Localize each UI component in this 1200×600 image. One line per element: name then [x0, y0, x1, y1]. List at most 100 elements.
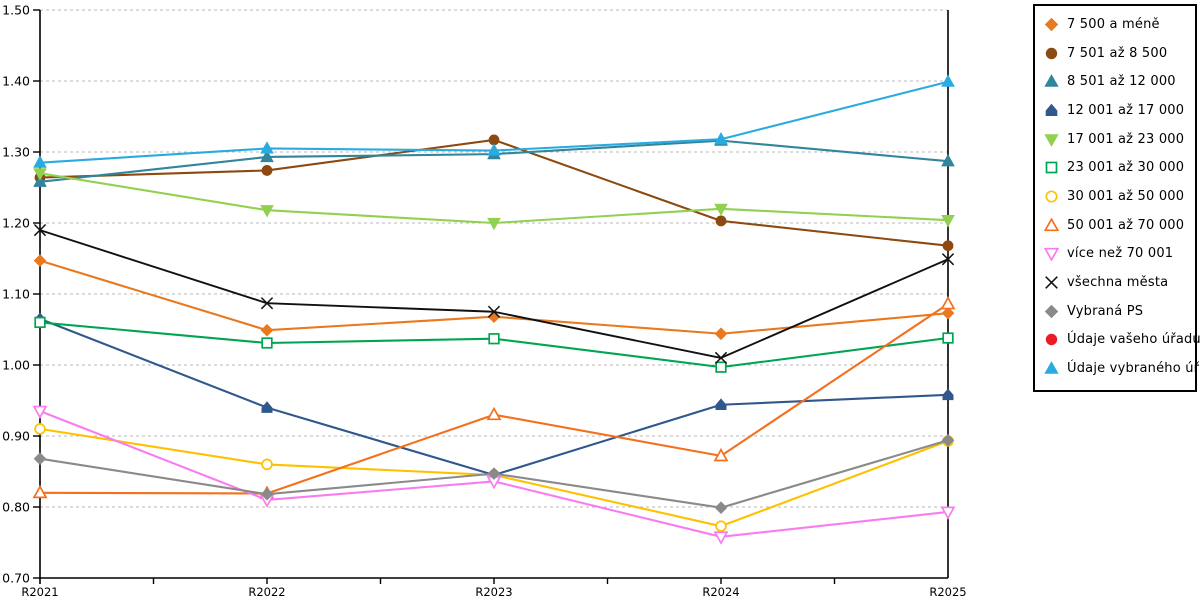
legend-label: více než 70 001	[1067, 246, 1174, 262]
x-cross-marker	[260, 297, 274, 310]
diamond-marker	[487, 467, 501, 480]
square-marker	[488, 333, 500, 345]
triangle-down-marker	[487, 217, 501, 231]
triangle-up-marker	[714, 131, 728, 145]
legend-item: 23 001 až 30 000	[1044, 153, 1195, 182]
triangle-up-glyph	[1044, 74, 1059, 88]
triangle-up-glyph	[1044, 361, 1059, 374]
diamond-marker	[33, 254, 47, 267]
legend-item: všechna města	[1044, 268, 1195, 297]
triangle-up-marker	[940, 295, 956, 310]
legend-item: 50 001 až 70 000	[1044, 211, 1195, 240]
circle-legend-icon	[1045, 334, 1058, 346]
triangle-up-marker	[32, 484, 48, 499]
triangle-up-marker	[941, 154, 955, 167]
legend-box: 7 500 a méně 7 501 až 8 500 8 501 až 12 00…	[1033, 4, 1200, 392]
triangle-up-marker	[486, 406, 502, 421]
diamond-glyph	[1044, 17, 1059, 32]
circle-glyph	[1045, 190, 1058, 203]
diamond-marker	[260, 323, 274, 337]
triangle-down-marker	[713, 531, 729, 545]
triangle-up-legend-icon	[1044, 217, 1059, 231]
x-cross-marker	[941, 253, 955, 266]
circle-marker	[715, 215, 727, 227]
x-tick-label: R2023	[475, 585, 512, 599]
y-tick-label: 0.70	[2, 571, 30, 586]
pentagon-glyph	[1045, 103, 1058, 116]
triangle-up-legend-icon	[1044, 361, 1059, 374]
triangle-up-marker	[260, 149, 274, 163]
diamond-legend-icon	[1044, 17, 1059, 32]
square-marker	[942, 332, 954, 344]
circle-glyph	[1045, 47, 1058, 59]
series-line	[39, 321, 949, 369]
triangle-down-marker	[260, 205, 274, 218]
legend-label: všechna města	[1067, 275, 1169, 291]
legend-label: Údaje vašeho úřadu	[1067, 332, 1200, 348]
pentagon-legend-icon	[1045, 103, 1058, 116]
triangle-up-marker	[33, 174, 47, 187]
y-tick-label: 1.40	[2, 74, 30, 89]
legend-label: 12 001 až 17 000	[1067, 102, 1185, 118]
x-tick-label: R2021	[21, 585, 58, 599]
y-tick-label: 1.30	[2, 145, 30, 160]
pentagon-marker	[942, 388, 954, 401]
legend-label: 17 001 až 23 000	[1067, 131, 1185, 147]
circle-marker	[34, 423, 46, 435]
x-tick-label: R2024	[702, 585, 739, 599]
legend-item: více než 70 001	[1044, 240, 1195, 269]
triangle-up-marker	[941, 74, 955, 87]
triangle-down-glyph	[1044, 133, 1059, 147]
legend-item: Vybraná PS	[1044, 297, 1195, 326]
circle-marker	[261, 458, 273, 471]
diamond-marker	[941, 306, 955, 320]
diamond-marker	[33, 452, 47, 466]
circle-legend-icon	[1045, 47, 1058, 59]
legend-label: Vybraná PS	[1067, 303, 1144, 319]
pentagon-marker	[715, 398, 727, 411]
triangle-up-glyph	[1044, 217, 1059, 231]
legend-item: 30 001 až 50 000	[1044, 182, 1195, 211]
legend-item: 12 001 až 17 000	[1044, 96, 1195, 125]
triangle-down-legend-icon	[1044, 248, 1059, 262]
legend-label: 23 001 až 30 000	[1067, 160, 1185, 176]
diamond-legend-icon	[1044, 304, 1059, 318]
square-legend-icon	[1045, 161, 1058, 174]
series-line	[39, 172, 949, 225]
square-marker	[261, 337, 273, 349]
legend-label: Údaje vybraného úřadu	[1067, 361, 1200, 377]
legend-item: 17 001 až 23 000	[1044, 125, 1195, 154]
triangle-up-marker	[33, 155, 47, 168]
x-cross-marker	[714, 351, 728, 365]
triangle-up-marker	[713, 447, 729, 462]
triangle-down-marker	[941, 215, 955, 228]
legend-item: Údaje vašeho úřadu	[1044, 326, 1200, 355]
square-marker	[715, 361, 727, 373]
circle-glyph	[1045, 334, 1058, 346]
pentagon-marker	[261, 401, 273, 413]
y-tick-label: 1.10	[2, 287, 30, 302]
y-tick-label: 0.80	[2, 500, 30, 515]
triangle-down-marker	[714, 203, 728, 217]
legend-label: 7 500 a méně	[1067, 16, 1160, 32]
triangle-up-marker	[487, 143, 501, 156]
triangle-down-legend-icon	[1044, 133, 1059, 147]
legend-item: 7 500 a méně	[1044, 10, 1195, 39]
circle-legend-icon	[1045, 190, 1058, 203]
circle-marker	[942, 240, 954, 252]
x-cross-glyph	[1045, 276, 1058, 289]
triangle-down-marker	[940, 506, 956, 520]
y-tick-label: 1.00	[2, 358, 30, 373]
legend-label: 50 001 až 70 000	[1067, 217, 1185, 233]
y-tick-label: 1.50	[2, 3, 30, 18]
x-cross-marker	[487, 305, 501, 318]
y-tick-label: 1.20	[2, 216, 30, 231]
diamond-marker	[714, 501, 728, 515]
square-glyph	[1045, 161, 1058, 174]
square-marker	[34, 316, 46, 329]
diamond-marker	[260, 487, 274, 501]
legend-item: 8 501 až 12 000	[1044, 67, 1195, 96]
x-cross-legend-icon	[1045, 276, 1058, 289]
